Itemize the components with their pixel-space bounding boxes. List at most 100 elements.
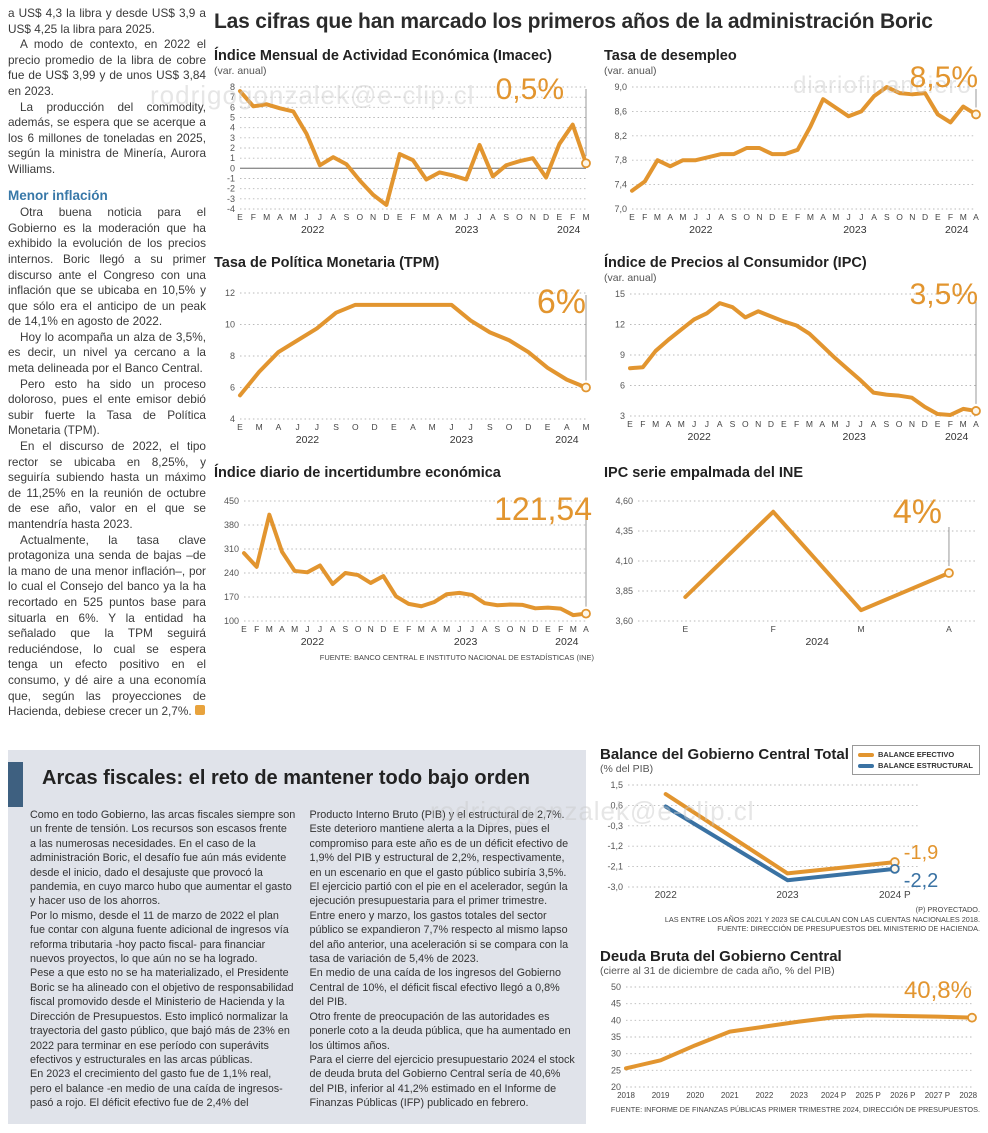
svg-text:M: M bbox=[443, 624, 450, 634]
svg-text:O: O bbox=[896, 212, 903, 222]
charts-grid: Índice Mensual de Actividad Económica (I… bbox=[214, 48, 984, 662]
chart-subtitle: (var. anual) bbox=[604, 65, 657, 77]
svg-text:3,60: 3,60 bbox=[615, 616, 633, 626]
svg-text:2024: 2024 bbox=[805, 636, 829, 648]
svg-text:O: O bbox=[896, 419, 903, 429]
svg-text:-2: -2 bbox=[227, 184, 235, 194]
svg-text:2023: 2023 bbox=[454, 636, 478, 648]
svg-text:J: J bbox=[477, 212, 481, 222]
svg-text:2028 P: 2028 P bbox=[959, 1091, 980, 1100]
chart-subtitle: (% del PIB) bbox=[600, 763, 654, 775]
svg-text:E: E bbox=[557, 212, 563, 222]
svg-text:8,2: 8,2 bbox=[614, 131, 627, 141]
svg-text:M: M bbox=[290, 212, 297, 222]
svg-text:12: 12 bbox=[615, 320, 625, 330]
chart-title: Tasa de Política Monetaria (TPM) bbox=[214, 255, 440, 271]
svg-text:J: J bbox=[469, 422, 473, 432]
svg-text:9: 9 bbox=[620, 350, 625, 360]
svg-text:O: O bbox=[356, 212, 363, 222]
svg-text:E: E bbox=[237, 422, 243, 432]
chart-ipc-empalmada: IPC serie empalmada del INE 4,60 4,35 4,10… bbox=[604, 465, 984, 662]
svg-text:D: D bbox=[371, 422, 377, 432]
svg-text:8,6: 8,6 bbox=[614, 106, 627, 116]
svg-text:N: N bbox=[370, 212, 376, 222]
chart-title: Deuda Bruta del Gobierno Central bbox=[600, 947, 842, 965]
svg-text:J: J bbox=[457, 624, 461, 634]
svg-text:15: 15 bbox=[615, 289, 625, 299]
svg-text:450: 450 bbox=[224, 496, 239, 506]
tpm-line-plot: 12 10 8 6 4 E M A J J S O D E A M J J S O D E A M 2022 2023 2024 bbox=[214, 285, 594, 449]
svg-text:2021: 2021 bbox=[721, 1091, 739, 1100]
svg-text:A: A bbox=[277, 212, 283, 222]
chart-desempleo: Tasa de desempleo (var. anual) 9,0 8,6 8,2… bbox=[604, 48, 984, 239]
svg-text:D: D bbox=[922, 419, 928, 429]
svg-text:F: F bbox=[251, 212, 256, 222]
svg-text:S: S bbox=[884, 212, 890, 222]
svg-text:M: M bbox=[429, 422, 436, 432]
svg-text:J: J bbox=[305, 624, 309, 634]
svg-text:2024 P: 2024 P bbox=[879, 890, 911, 901]
svg-text:J: J bbox=[464, 212, 468, 222]
chart-subtitle: (var. anual) bbox=[214, 65, 267, 77]
svg-text:A: A bbox=[946, 624, 952, 634]
infographic-title: Las cifras que han marcado los primeros … bbox=[214, 10, 933, 33]
svg-text:2023: 2023 bbox=[450, 434, 474, 446]
svg-text:A: A bbox=[667, 212, 673, 222]
svg-text:O: O bbox=[355, 624, 362, 634]
paragraph: El ejercicio partió con el pie en el ace… bbox=[309, 881, 569, 966]
svg-text:J: J bbox=[318, 212, 322, 222]
svg-text:S: S bbox=[730, 419, 736, 429]
paragraph: La producción del commodity, además, se … bbox=[8, 99, 206, 176]
chart-balance: BALANCE EFECTIVO BALANCE ESTRUCTURAL Bal… bbox=[600, 745, 980, 934]
ipc-line-plot: 15 12 9 6 3 E F M A M J J A S O N D E F M A M J J A S O N D E F M A 2022 2… bbox=[604, 286, 984, 446]
svg-text:-2,1: -2,1 bbox=[607, 862, 623, 872]
svg-text:N: N bbox=[756, 212, 762, 222]
svg-text:2022: 2022 bbox=[296, 434, 320, 446]
svg-text:J: J bbox=[304, 212, 308, 222]
paragraph: Hoy lo acompaña un alza de 3,5%, es deci… bbox=[8, 329, 206, 376]
svg-text:M: M bbox=[418, 624, 425, 634]
paragraph: Como en todo Gobierno, las arcas fiscale… bbox=[30, 809, 296, 908]
svg-text:1: 1 bbox=[230, 153, 235, 163]
fiscal-gray-box: Arcas fiscales: el reto de mantener todo… bbox=[8, 750, 586, 1124]
svg-text:2024: 2024 bbox=[945, 431, 969, 443]
svg-text:N: N bbox=[530, 212, 536, 222]
article-end-icon bbox=[194, 705, 205, 716]
svg-text:E: E bbox=[237, 212, 243, 222]
svg-text:1,5: 1,5 bbox=[610, 780, 623, 790]
svg-text:2024: 2024 bbox=[555, 636, 579, 648]
svg-text:3,85: 3,85 bbox=[615, 586, 633, 596]
svg-text:O: O bbox=[743, 212, 750, 222]
svg-text:S: S bbox=[344, 212, 350, 222]
svg-text:J: J bbox=[846, 212, 850, 222]
svg-text:J: J bbox=[694, 212, 698, 222]
paragraph: Otro frente de preocupación de las autor… bbox=[309, 1010, 571, 1052]
svg-text:10: 10 bbox=[225, 320, 235, 330]
chart-subtitle: (cierre al 31 de diciembre de cada año, … bbox=[600, 964, 835, 977]
svg-text:2022: 2022 bbox=[301, 636, 325, 648]
svg-text:2023: 2023 bbox=[843, 224, 867, 236]
svg-text:J: J bbox=[859, 419, 863, 429]
svg-text:-4: -4 bbox=[227, 204, 235, 214]
paragraph: Pese a que esto no se ha materializado, … bbox=[30, 967, 294, 1066]
fiscal-title: Arcas fiscales: el reto de mantener todo… bbox=[42, 767, 530, 789]
fiscal-text-columns: Como en todo Gobierno, las arcas fiscale… bbox=[30, 808, 575, 1111]
chart-footnote: FUENTE: INFORME DE FINANZAS PÚBLICAS PRI… bbox=[610, 1104, 980, 1114]
highlight-value: 4% bbox=[892, 493, 942, 531]
svg-text:4,10: 4,10 bbox=[615, 556, 633, 566]
fiscal-section: Arcas fiscales: el reto de mantener todo… bbox=[8, 745, 980, 1128]
svg-text:A: A bbox=[819, 419, 825, 429]
legend-swatch-orange bbox=[858, 752, 874, 757]
svg-text:0,6: 0,6 bbox=[610, 800, 623, 810]
svg-text:D: D bbox=[768, 419, 774, 429]
svg-text:M: M bbox=[263, 212, 270, 222]
svg-text:F: F bbox=[948, 212, 953, 222]
legend-swatch-blue bbox=[858, 763, 874, 768]
svg-text:E: E bbox=[397, 212, 403, 222]
svg-text:A: A bbox=[871, 212, 877, 222]
paragraph: Producto Interno Bruto (PIB) y el estruc… bbox=[309, 809, 569, 879]
chart-title: IPC serie empalmada del INE bbox=[604, 465, 804, 481]
svg-text:3: 3 bbox=[620, 411, 625, 421]
chart-incertidumbre: Índice diario de incertidumbre económica… bbox=[214, 465, 594, 662]
svg-text:M: M bbox=[832, 212, 839, 222]
